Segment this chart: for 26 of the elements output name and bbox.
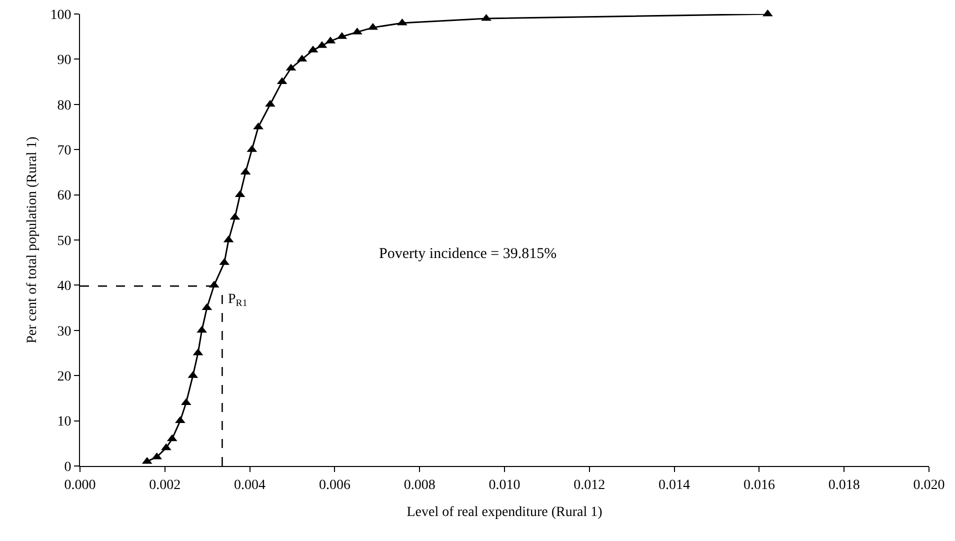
x-tick-label: 0.016	[743, 478, 775, 493]
y-tick-label: 20	[57, 370, 72, 384]
x-tick-label: 0.002	[149, 478, 181, 493]
y-tick-label: 0	[64, 460, 72, 475]
x-tick-label: 0.010	[488, 478, 520, 493]
y-tick-label: 30	[57, 324, 72, 340]
annotation: P$_{R1}$	[228, 292, 248, 309]
y-tick-label: 50	[57, 234, 72, 249]
x-tick-label: 0.006	[318, 478, 350, 493]
y-tick-label: 70	[57, 144, 72, 158]
y-tick-label: 100	[50, 8, 72, 23]
x-axis-title: Level of real expenditure (Rural 1)	[406, 505, 603, 520]
y-tick-label: 10	[57, 414, 72, 430]
x-tick-label: 0.012	[574, 478, 606, 493]
x-tick-label: 0.008	[404, 478, 436, 493]
annotation: Poverty incidence = 39.815%	[379, 246, 557, 262]
x-tick-label: 0.000	[64, 478, 96, 493]
y-tick-label: 40	[57, 279, 72, 294]
y-tick-label: 60	[57, 188, 72, 204]
y-tick-label: 90	[57, 53, 72, 68]
x-tick-label: 0.004	[234, 478, 266, 493]
x-tick-label: 0.014	[658, 478, 690, 493]
y-axis-title: Per cent of total population (Rural 1)	[24, 136, 40, 344]
x-tick-label: 0.020	[913, 478, 945, 493]
x-tick-label: 0.018	[828, 478, 860, 493]
y-tick-label: 80	[57, 98, 72, 114]
